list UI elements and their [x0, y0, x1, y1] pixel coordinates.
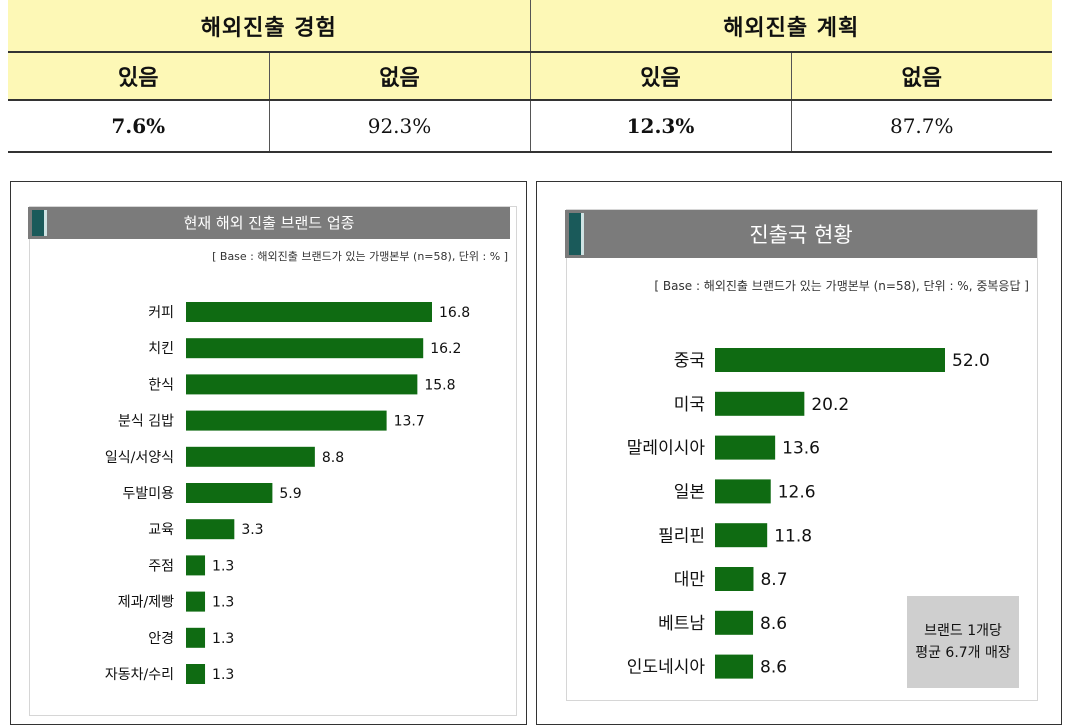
- value-label: 3.3: [241, 522, 263, 538]
- bar: [186, 555, 206, 576]
- header-experience: 해외진출 경험: [8, 0, 531, 53]
- subheader-plan-yes: 있음: [529, 51, 792, 101]
- value-label: 8.6: [760, 614, 787, 634]
- value-label: 8.7: [760, 570, 787, 590]
- bar: [715, 435, 776, 460]
- value-plan-no: 87.7%: [790, 99, 1052, 153]
- title-accent-icon: [569, 213, 584, 255]
- bar: [715, 654, 754, 679]
- bar: [715, 523, 768, 548]
- category-label: 일본: [674, 483, 705, 503]
- subheader-plan-no: 없음: [790, 51, 1052, 101]
- country-chart-title: 진출국 현황: [749, 223, 853, 247]
- category-label: 제과/제빵: [118, 595, 174, 611]
- header-plan: 해외진출 계획: [529, 0, 1052, 53]
- category-label: 대만: [674, 570, 706, 590]
- category-label: 미국: [674, 395, 705, 415]
- value-label: 12.6: [778, 483, 816, 503]
- overseas-expansion-table: 해외진출 경험 해외진출 계획 있음 없음 있음 없음 7.6% 92.3% 1…: [8, 0, 1052, 153]
- country-bar-chart: 중국 52.0 미국 20.2 말레이시아 13.6 일본 12.6 필리핀 11.8 대만 8.7 베…: [627, 348, 990, 679]
- bar: [186, 664, 206, 684]
- value-label: 8.8: [322, 450, 344, 466]
- bar: [715, 567, 754, 591]
- callout-line-1: 브랜드 1개당: [924, 623, 1002, 639]
- industry-chart-title: 현재 해외 진출 브랜드 업종: [183, 214, 355, 232]
- country-chart-title-bar: 진출국 현황: [565, 210, 1037, 258]
- category-label: 안경: [148, 631, 174, 647]
- value-label: 8.6: [760, 658, 787, 678]
- category-label: 주점: [148, 558, 174, 574]
- value-label: 1.3: [212, 595, 234, 611]
- bar: [186, 338, 424, 359]
- subheader-experience-no: 없음: [268, 51, 531, 101]
- store-average-callout: 브랜드 1개당 평균 6.7개 매장: [907, 596, 1019, 688]
- category-label: 두발미용: [122, 486, 174, 502]
- bar: [715, 348, 945, 372]
- value-label: 15.8: [424, 377, 455, 393]
- bar: [186, 591, 206, 612]
- category-label: 일식/서양식: [105, 450, 174, 466]
- industry-base-note: [ Base : 해외진출 브랜드가 있는 가맹본부 (n=58), 단위 : …: [212, 250, 508, 263]
- category-label: 교육: [148, 522, 174, 538]
- country-chart-panel: 진출국 현황 [ Base : 해외진출 브랜드가 있는 가맹본부 (n=58)…: [536, 181, 1062, 725]
- category-label: 인도네시아: [627, 658, 706, 678]
- category-label: 분식 김밥: [118, 414, 174, 430]
- value-label: 5.9: [279, 486, 301, 502]
- category-label: 커피: [148, 305, 174, 321]
- value-label: 13.6: [782, 439, 820, 459]
- value-label: 13.7: [394, 414, 425, 430]
- value-plan-yes: 12.3%: [529, 99, 792, 153]
- value-label: 1.3: [212, 558, 234, 574]
- value-label: 1.3: [212, 631, 234, 647]
- category-label: 베트남: [658, 614, 705, 634]
- industry-chart-frame: 현재 해외 진출 브랜드 업종 [ Base : 해외진출 브랜드가 있는 가맹…: [28, 206, 517, 716]
- category-label: 치킨: [148, 341, 174, 357]
- bar: [186, 446, 315, 467]
- industry-chart-panel: 현재 해외 진출 브랜드 업종 [ Base : 해외진출 브랜드가 있는 가맹…: [10, 181, 527, 725]
- value-experience-yes: 7.6%: [8, 99, 270, 153]
- value-label: 16.2: [430, 341, 461, 357]
- industry-bar-chart: 커피 16.8 치킨 16.2 한식 15.8 분식 김밥 13.7 일식/서양식 8.8 두발미용…: [105, 302, 470, 684]
- bar: [186, 519, 235, 540]
- category-label: 자동차/수리: [105, 667, 174, 683]
- category-label: 한식: [148, 377, 174, 393]
- title-accent-icon: [32, 210, 47, 236]
- category-label: 중국: [674, 351, 705, 371]
- bar: [186, 483, 273, 503]
- country-base-note: [ Base : 해외진출 브랜드가 있는 가맹본부 (n=58), 단위 : …: [654, 279, 1029, 293]
- bar: [186, 374, 418, 395]
- bar: [186, 410, 387, 431]
- category-label: 말레이시아: [627, 439, 706, 459]
- category-label: 필리핀: [658, 526, 705, 546]
- subheader-experience-yes: 있음: [8, 51, 270, 101]
- bar: [186, 627, 206, 648]
- bar: [715, 610, 754, 635]
- value-experience-no: 92.3%: [268, 99, 531, 153]
- value-label: 20.2: [811, 395, 849, 415]
- value-label: 11.8: [774, 526, 812, 546]
- value-label: 16.8: [439, 305, 470, 321]
- country-chart-frame: 진출국 현황 [ Base : 해외진출 브랜드가 있는 가맹본부 (n=58)…: [565, 209, 1038, 701]
- bar: [186, 302, 432, 322]
- industry-chart-title-bar: 현재 해외 진출 브랜드 업종: [28, 207, 510, 239]
- bar: [715, 479, 771, 504]
- callout-line-2: 평균 6.7개 매장: [915, 645, 1011, 661]
- value-label: 52.0: [952, 351, 990, 371]
- bar: [715, 391, 805, 416]
- value-label: 1.3: [212, 667, 234, 683]
